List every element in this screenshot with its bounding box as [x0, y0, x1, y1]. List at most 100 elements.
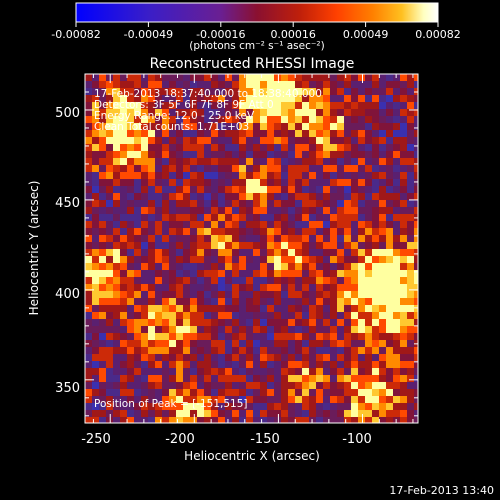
- image-pixel: [288, 347, 295, 354]
- image-pixel: [337, 81, 344, 88]
- image-pixel: [141, 277, 148, 284]
- image-pixel: [302, 200, 309, 207]
- image-pixel: [141, 347, 148, 354]
- image-pixel: [253, 151, 260, 158]
- image-pixel: [113, 228, 120, 235]
- image-pixel: [309, 207, 316, 214]
- image-pixel: [379, 319, 386, 326]
- image-pixel: [197, 95, 204, 102]
- image-pixel: [99, 88, 106, 95]
- image-pixel: [414, 186, 418, 193]
- image-pixel: [316, 242, 323, 249]
- image-pixel: [414, 207, 418, 214]
- image-pixel: [162, 165, 169, 172]
- image-pixel: [323, 249, 330, 256]
- image-pixel: [379, 277, 386, 284]
- image-pixel: [267, 333, 274, 340]
- image-pixel: [218, 172, 225, 179]
- image-pixel: [162, 284, 169, 291]
- image-pixel: [162, 109, 169, 116]
- image-pixel: [281, 214, 288, 221]
- image-pixel: [120, 277, 127, 284]
- image-pixel: [281, 109, 288, 116]
- image-pixel: [162, 221, 169, 228]
- image-pixel: [330, 235, 337, 242]
- image-pixel: [414, 116, 418, 123]
- image-pixel: [365, 95, 372, 102]
- image-pixel: [148, 410, 155, 417]
- image-pixel: [407, 123, 414, 130]
- image-pixel: [183, 396, 190, 403]
- image-pixel: [246, 340, 253, 347]
- image-pixel: [148, 207, 155, 214]
- image-pixel: [288, 158, 295, 165]
- image-pixel: [232, 109, 239, 116]
- image-pixel: [183, 95, 190, 102]
- image-pixel: [232, 235, 239, 242]
- image-pixel: [260, 81, 267, 88]
- image-pixel: [281, 193, 288, 200]
- image-pixel: [232, 193, 239, 200]
- image-pixel: [414, 382, 418, 389]
- image-pixel: [400, 263, 407, 270]
- image-pixel: [99, 130, 106, 137]
- image-pixel: [407, 88, 414, 95]
- image-pixel: [267, 214, 274, 221]
- image-pixel: [386, 319, 393, 326]
- image-pixel: [386, 340, 393, 347]
- image-pixel: [239, 193, 246, 200]
- image-pixel: [358, 200, 365, 207]
- image-pixel: [134, 186, 141, 193]
- image-pixel: [120, 151, 127, 158]
- image-pixel: [267, 88, 274, 95]
- image-pixel: [141, 214, 148, 221]
- image-pixel: [225, 165, 232, 172]
- image-pixel: [309, 200, 316, 207]
- image-pixel: [148, 333, 155, 340]
- image-pixel: [309, 263, 316, 270]
- image-pixel: [358, 228, 365, 235]
- image-pixel: [85, 228, 92, 235]
- image-pixel: [379, 137, 386, 144]
- image-pixel: [372, 193, 379, 200]
- image-pixel: [218, 326, 225, 333]
- image-pixel: [211, 389, 218, 396]
- image-pixel: [260, 102, 267, 109]
- image-pixel: [85, 256, 92, 263]
- image-pixel: [323, 95, 330, 102]
- image-pixel: [113, 102, 120, 109]
- image-pixel: [162, 81, 169, 88]
- image-pixel: [407, 382, 414, 389]
- image-pixel: [386, 403, 393, 410]
- image-pixel: [337, 305, 344, 312]
- image-pixel: [218, 396, 225, 403]
- image-pixel: [155, 95, 162, 102]
- image-pixel: [372, 347, 379, 354]
- image-pixel: [99, 354, 106, 361]
- image-pixel: [316, 193, 323, 200]
- image-pixel: [113, 256, 120, 263]
- image-pixel: [204, 298, 211, 305]
- image-pixel: [414, 389, 418, 396]
- image-pixel: [239, 137, 246, 144]
- image-pixel: [365, 165, 372, 172]
- image-pixel: [134, 326, 141, 333]
- image-pixel: [253, 396, 260, 403]
- image-pixel: [127, 200, 134, 207]
- image-pixel: [274, 319, 281, 326]
- image-pixel: [260, 417, 267, 423]
- image-pixel: [344, 130, 351, 137]
- image-pixel: [309, 347, 316, 354]
- image-pixel: [379, 200, 386, 207]
- image-pixel: [330, 249, 337, 256]
- image-pixel: [274, 410, 281, 417]
- image-pixel: [288, 74, 295, 81]
- image-pixel: [309, 151, 316, 158]
- image-pixel: [281, 172, 288, 179]
- image-pixel: [218, 361, 225, 368]
- image-pixel: [218, 403, 225, 410]
- image-pixel: [358, 74, 365, 81]
- image-pixel: [407, 403, 414, 410]
- image-pixels: [85, 74, 418, 423]
- image-pixel: [365, 207, 372, 214]
